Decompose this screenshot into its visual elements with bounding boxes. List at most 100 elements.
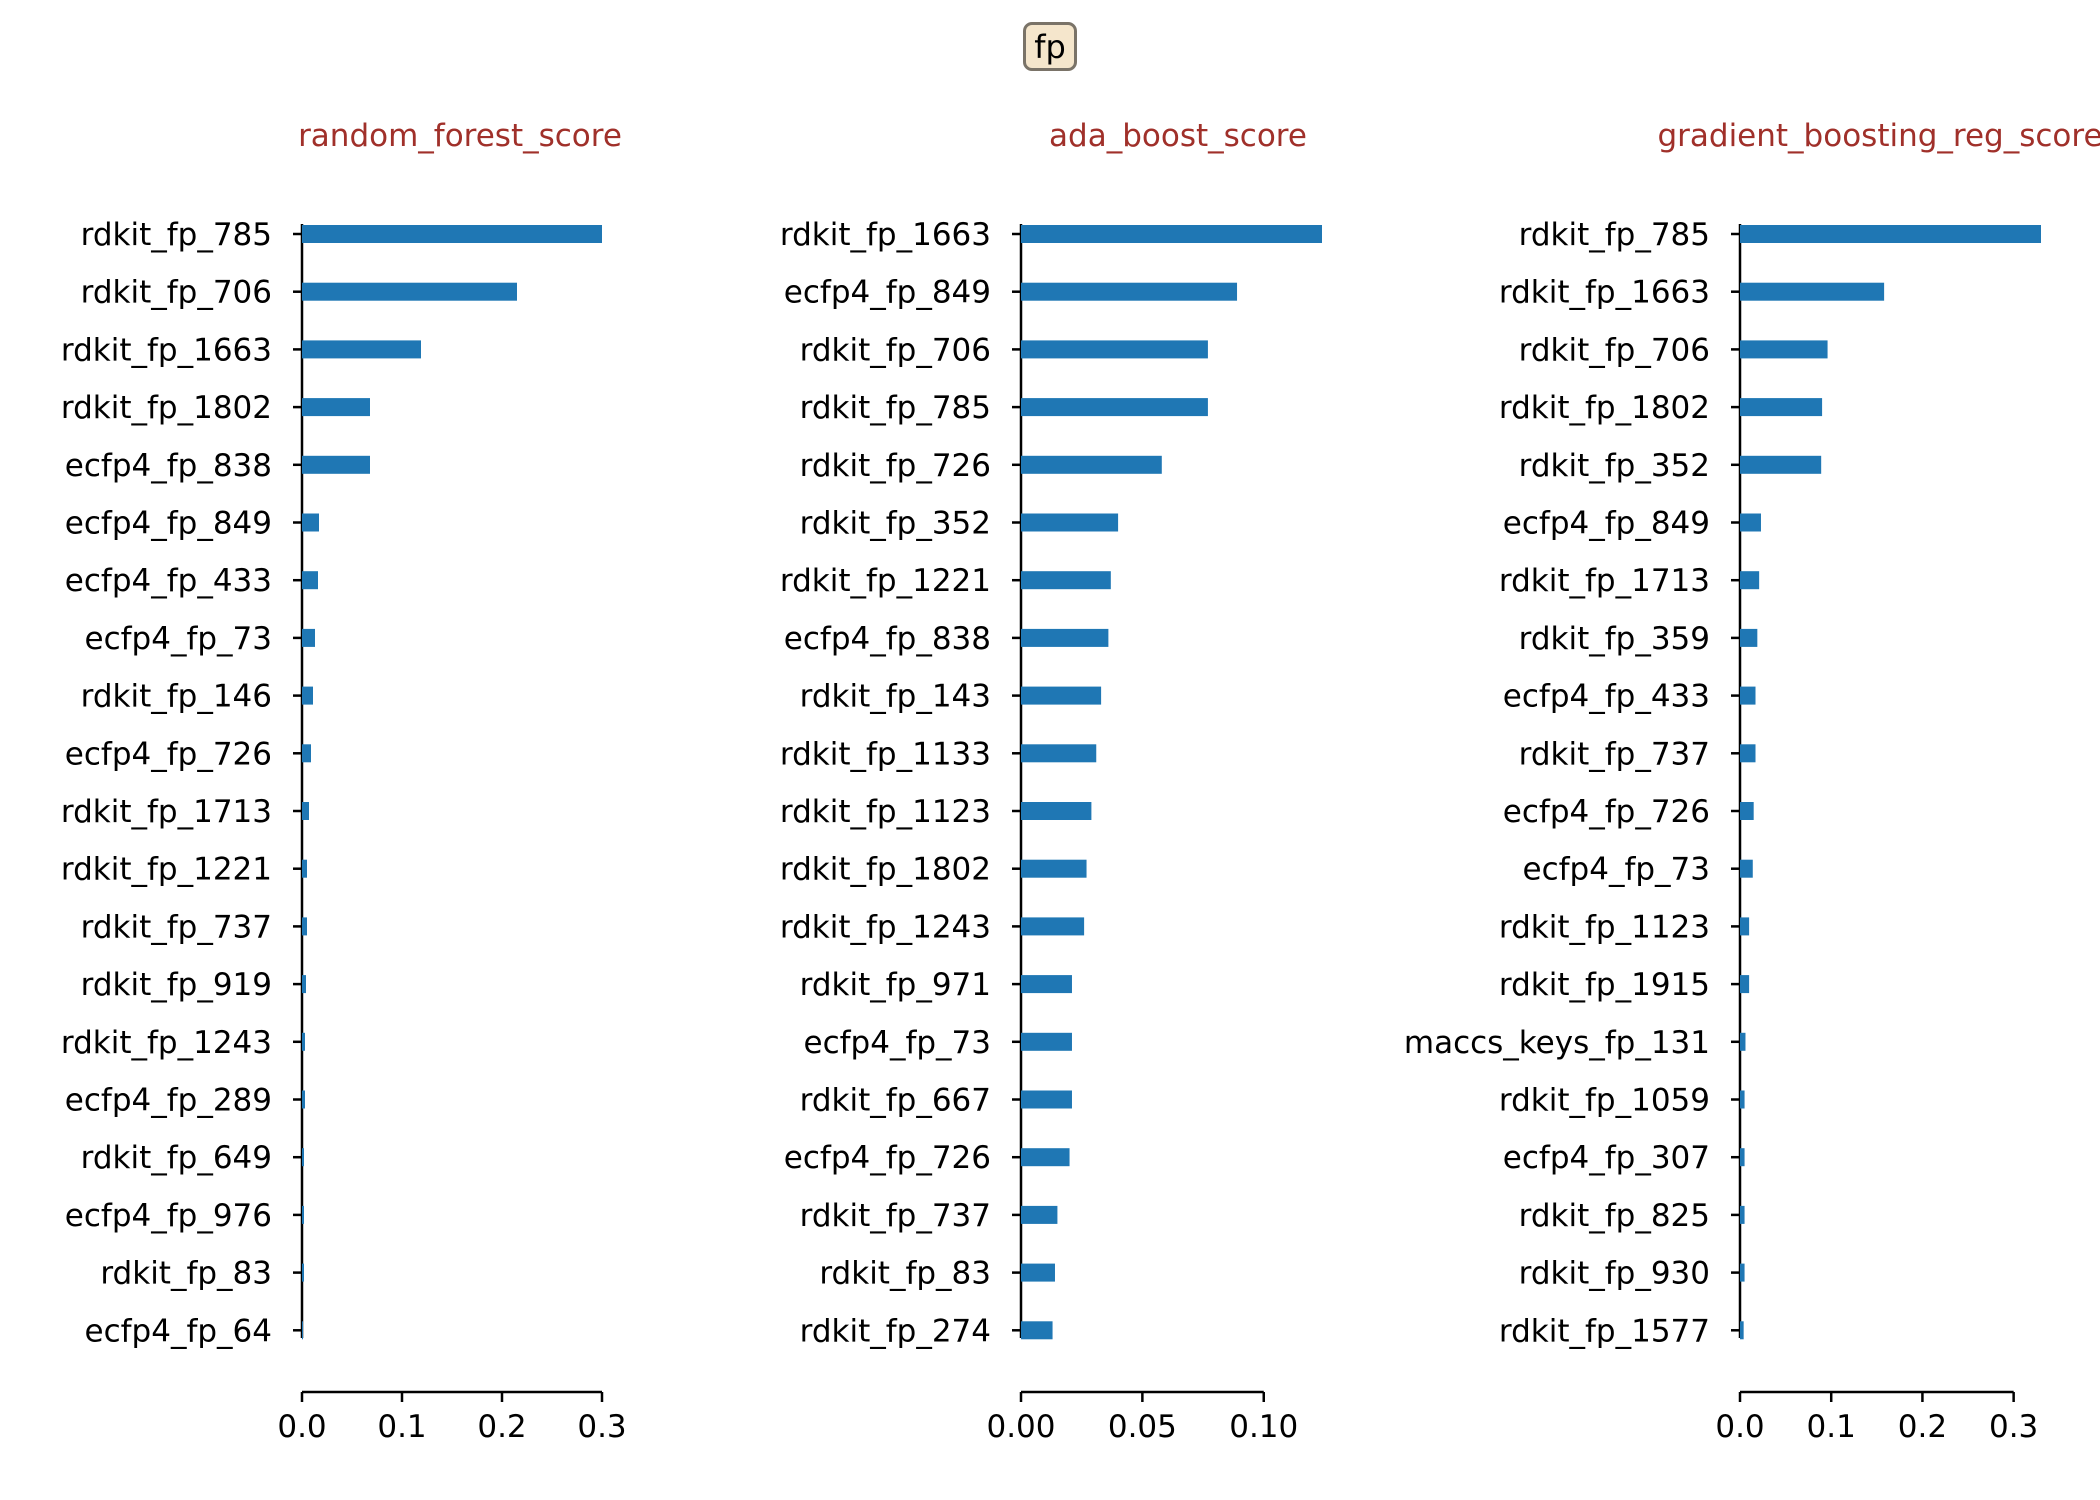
y-tick-label: rdkit_fp_143 [800, 679, 991, 715]
y-tick-label: rdkit_fp_1713 [1499, 563, 1710, 599]
y-tick-label: ecfp4_fp_64 [85, 1313, 272, 1349]
y-tick-label: ecfp4_fp_726 [784, 1140, 991, 1176]
bar [302, 571, 318, 590]
y-tick-label: rdkit_fp_1123 [780, 794, 991, 830]
y-tick-label: rdkit_fp_1221 [61, 852, 272, 888]
x-tick-label: 0.3 [1989, 1409, 2038, 1445]
bar [1021, 744, 1097, 763]
y-tick-label: rdkit_fp_825 [1519, 1198, 1710, 1234]
y-tick-label: rdkit_fp_1243 [61, 1025, 272, 1061]
y-tick-label: rdkit_fp_649 [81, 1140, 272, 1176]
bar [302, 340, 421, 359]
bar [1740, 225, 2041, 243]
y-tick-label: ecfp4_fp_433 [1503, 679, 1710, 715]
x-tick-label: 0.0 [1715, 1409, 1764, 1445]
bar [1021, 859, 1087, 878]
y-tick-label: rdkit_fp_706 [1519, 332, 1710, 368]
y-tick-label: rdkit_fp_1663 [780, 217, 991, 253]
bar [1021, 1032, 1072, 1051]
bar [1021, 225, 1322, 243]
bar [1021, 628, 1109, 647]
y-tick-label: rdkit_fp_737 [800, 1198, 991, 1234]
bar [1740, 1205, 1745, 1224]
y-tick-label: ecfp4_fp_726 [1503, 794, 1710, 830]
y-tick-label: rdkit_fp_1221 [780, 563, 991, 599]
y-tick-label: rdkit_fp_352 [800, 506, 991, 542]
x-tick-label: 0.1 [377, 1409, 426, 1445]
bar [1021, 571, 1111, 590]
y-tick-label: rdkit_fp_785 [81, 217, 272, 253]
y-tick-label: rdkit_fp_1577 [1499, 1313, 1710, 1349]
y-tick-label: ecfp4_fp_849 [65, 506, 272, 542]
bar [1740, 628, 1758, 647]
y-tick-label: rdkit_fp_1802 [1499, 390, 1710, 426]
figure-suptitle: fp [1023, 22, 1077, 71]
bar [1740, 1321, 1744, 1340]
y-tick-label: rdkit_fp_1663 [61, 332, 272, 368]
bar [302, 1321, 303, 1340]
bar [1740, 1032, 1746, 1051]
y-tick-label: ecfp4_fp_726 [65, 736, 272, 772]
y-tick-label: ecfp4_fp_73 [804, 1025, 991, 1061]
y-tick-label: ecfp4_fp_838 [65, 448, 272, 484]
y-tick-label: rdkit_fp_726 [800, 448, 991, 484]
x-tick-label: 0.3 [577, 1409, 626, 1445]
bar [1021, 802, 1092, 820]
x-tick-label: 0.00 [986, 1409, 1055, 1445]
bar [1021, 975, 1072, 994]
bar [302, 1090, 305, 1109]
bar [1021, 1263, 1055, 1282]
y-tick-label: rdkit_fp_1123 [1499, 909, 1710, 945]
y-tick-label: rdkit_fp_352 [1519, 448, 1710, 484]
bar [1021, 686, 1102, 705]
y-tick-label: ecfp4_fp_73 [1523, 852, 1710, 888]
bar [1740, 340, 1828, 359]
bar [1740, 686, 1756, 705]
y-tick-label: rdkit_fp_667 [800, 1083, 991, 1119]
bar [302, 1148, 304, 1167]
y-tick-label: rdkit_fp_706 [81, 275, 272, 311]
y-tick-label: rdkit_fp_930 [1519, 1256, 1710, 1292]
bar [302, 744, 311, 763]
y-tick-label: rdkit_fp_1802 [61, 390, 272, 426]
bar [1740, 513, 1761, 532]
bar [1740, 1148, 1745, 1167]
bar [1740, 975, 1750, 994]
y-tick-label: rdkit_fp_1133 [780, 736, 991, 772]
bar [1740, 1090, 1745, 1109]
bar [1021, 455, 1162, 474]
bar [302, 917, 307, 936]
bar [302, 282, 517, 301]
bar [1021, 1090, 1072, 1109]
bar [302, 628, 315, 647]
bar [302, 513, 319, 532]
x-tick-label: 0.2 [477, 1409, 526, 1445]
y-tick-label: rdkit_fp_274 [800, 1313, 991, 1349]
y-tick-label: ecfp4_fp_976 [65, 1198, 272, 1234]
x-tick-label: 0.05 [1108, 1409, 1177, 1445]
y-tick-label: rdkit_fp_737 [1519, 736, 1710, 772]
y-tick-label: rdkit_fp_83 [819, 1256, 991, 1292]
bar [302, 398, 370, 417]
bar [302, 225, 602, 243]
y-tick-label: rdkit_fp_785 [800, 390, 991, 426]
y-tick-label: rdkit_fp_919 [81, 967, 272, 1003]
bar [1021, 1205, 1058, 1224]
bar [302, 686, 313, 705]
y-tick-label: ecfp4_fp_307 [1503, 1140, 1710, 1176]
y-tick-label: ecfp4_fp_73 [85, 621, 272, 657]
bar [302, 859, 307, 878]
bar [1021, 398, 1208, 417]
bar [1740, 455, 1822, 474]
bar [1740, 1263, 1745, 1282]
y-tick-label: rdkit_fp_971 [800, 967, 991, 1003]
bar [1740, 859, 1753, 878]
bar [302, 975, 306, 994]
bar [1021, 1148, 1070, 1167]
bar [302, 802, 309, 820]
y-tick-label: ecfp4_fp_849 [784, 275, 991, 311]
bar [1021, 513, 1119, 532]
y-tick-label: ecfp4_fp_433 [65, 563, 272, 599]
y-tick-label: ecfp4_fp_838 [784, 621, 991, 657]
y-tick-label: ecfp4_fp_289 [65, 1083, 272, 1119]
